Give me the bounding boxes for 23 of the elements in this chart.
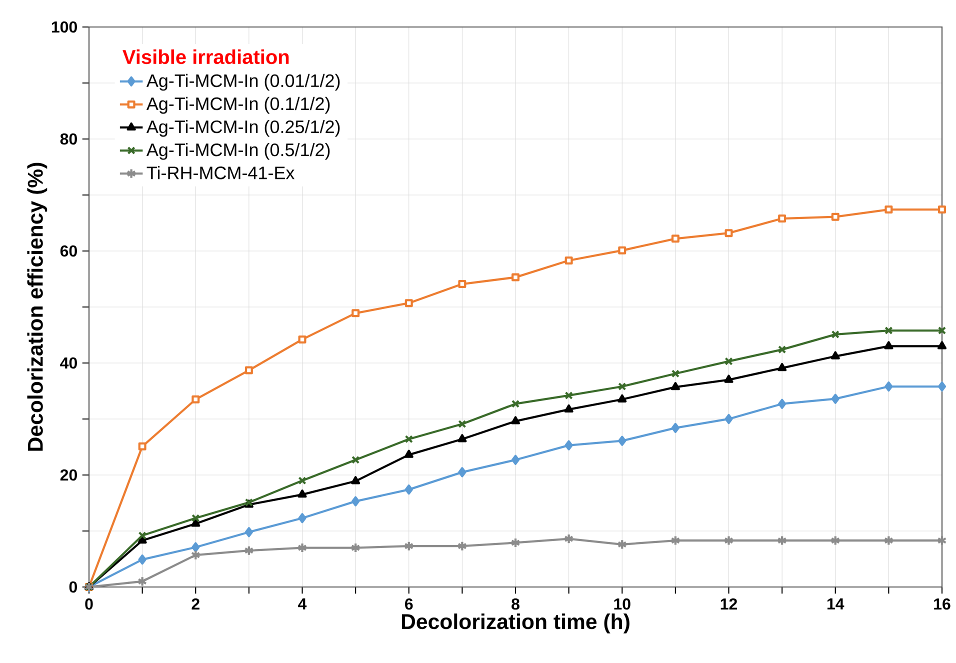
y-tick-label: 60 <box>60 245 77 257</box>
legend-label: Ag-Ti-MCM-In (0.1/1/2) <box>146 96 330 114</box>
x-axis-title: Decolorization time (h) <box>402 614 630 634</box>
legend-label: Ti-RH-MCM-41-Ex <box>146 166 295 180</box>
legend-label: Ag-Ti-MCM-In (0.01/1/2) <box>146 74 340 91</box>
y-tick-label: 100 <box>52 21 77 33</box>
y-axis-title: Decolorization efficiency (%) <box>27 162 48 451</box>
y-tick-label: 40 <box>60 357 77 369</box>
legend-title: Visible irradiation <box>122 49 289 64</box>
x-tick-label: 4 <box>298 598 307 610</box>
y-tick-label: 80 <box>60 133 77 145</box>
x-tick-label: 14 <box>827 598 844 610</box>
y-tick-label: 0 <box>69 581 77 593</box>
legend-label: Ag-Ti-MCM-In (0.5/1/2) <box>146 143 330 160</box>
y-tick-label: 20 <box>60 469 77 481</box>
x-tick-label: 8 <box>512 598 520 610</box>
legend-label: Ag-Ti-MCM-In (0.25/1/2) <box>146 120 340 137</box>
x-tick-label: 16 <box>934 598 950 610</box>
x-tick-label: 12 <box>720 598 738 610</box>
x-tick-label: 6 <box>405 598 413 610</box>
x-tick-label: 0 <box>85 598 93 610</box>
x-tick-label: 10 <box>614 598 630 610</box>
x-tick-label: 2 <box>192 598 200 610</box>
